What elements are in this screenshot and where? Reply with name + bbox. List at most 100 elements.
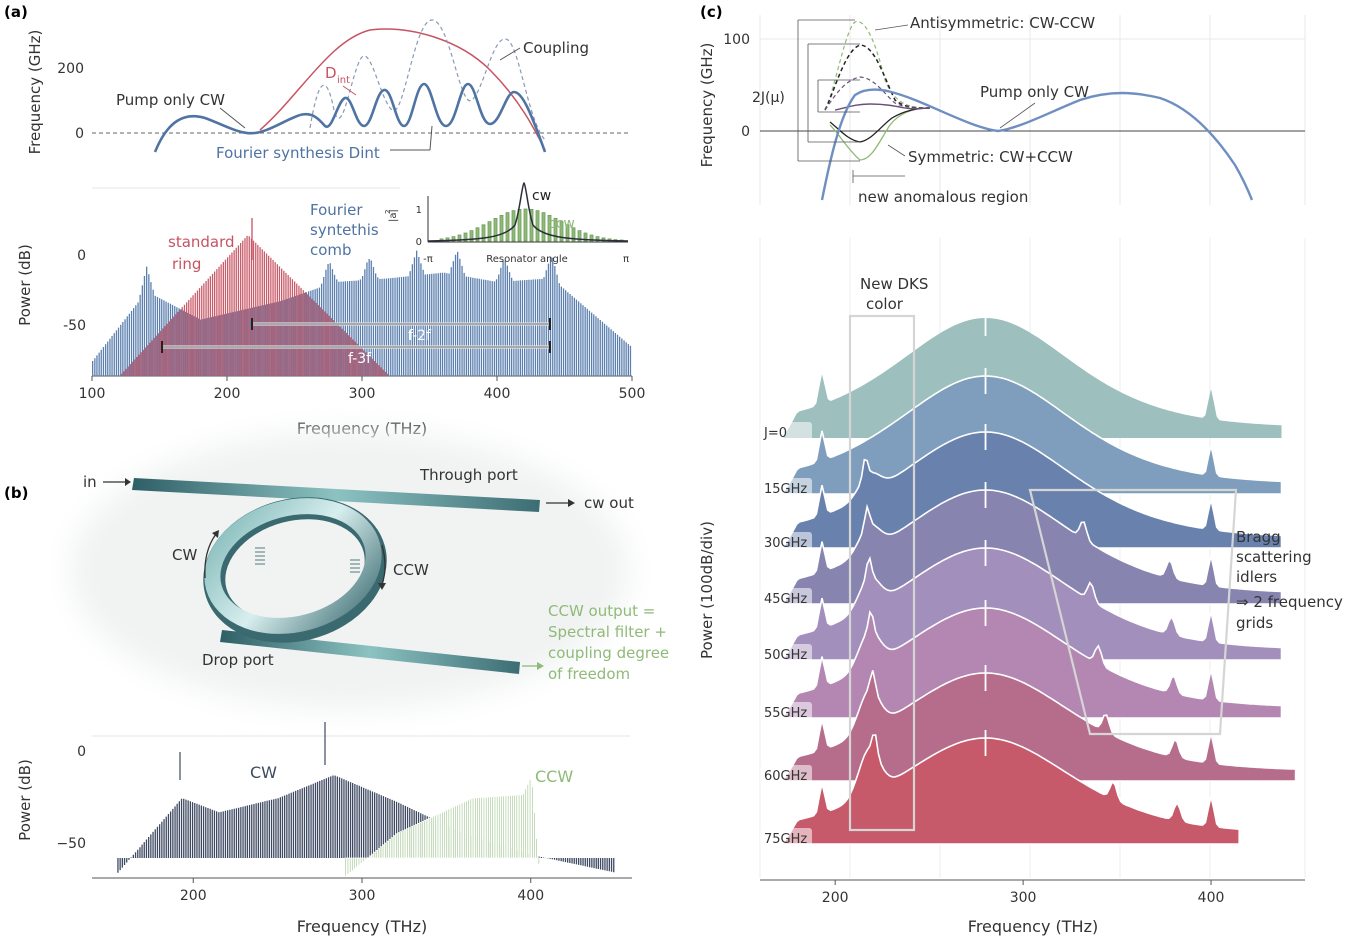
ring-grating-left <box>255 547 265 565</box>
c-xticks: 200 300 400 <box>822 880 1225 906</box>
f2f-bracket: f-2f <box>251 318 551 344</box>
cw-out-label: cw out <box>584 494 634 512</box>
standard-ring-label-1: standard <box>168 233 235 251</box>
waterfall-trace-60GHz <box>781 670 1297 782</box>
fourier-synthesis-label: Fourier synthesis Dint <box>216 144 380 162</box>
c-pump-leader <box>999 102 1036 129</box>
b-ticklabel-200: 200 <box>180 888 207 904</box>
device-background-glow <box>70 430 630 710</box>
bragg-label-5: grids <box>1236 614 1273 632</box>
antisym-curve-dark <box>824 44 931 111</box>
f2f-label: f-2f <box>408 328 432 344</box>
panel-c-bottom: Power (100dB/div) J=0 15GHz 30GHz 45GHz 50GH… <box>698 238 1343 936</box>
coupling-label: Coupling <box>523 39 589 57</box>
b-ccw-spectrum <box>344 779 540 877</box>
waterfall-tag-60GHz: 60GHz <box>764 769 807 784</box>
ccw-arrowhead-icon <box>378 583 386 590</box>
c-top-ytick-100: 100 <box>723 32 750 48</box>
c-ticklabel-300: 300 <box>1010 890 1037 906</box>
panel-c-label: (c) <box>700 3 723 21</box>
bragg-trapezoid <box>1028 488 1238 736</box>
c-ticklabel-400: 400 <box>1198 890 1225 906</box>
waterfall-tag-bg-55GHz <box>760 702 812 722</box>
f3f-bracket: f-3f <box>161 341 551 367</box>
waterfall-tag-bg-45GHz <box>760 588 812 608</box>
through-waveguide <box>132 478 540 512</box>
bragg-label-1: Bragg <box>1236 528 1281 546</box>
ring-grating-right <box>350 559 360 573</box>
waterfall-tag-15GHz: 15GHz <box>764 482 807 497</box>
ccw-output-line-3: coupling degree <box>548 644 669 662</box>
coupling-leader <box>499 47 521 61</box>
waterfall-tag-30GHz: 30GHz <box>764 536 807 551</box>
waterfall-tag-55GHz: 55GHz <box>764 706 807 721</box>
antisym-curve-purple <box>824 76 931 111</box>
waterfall-trace-J=0 <box>782 318 1282 438</box>
pump-only-cw-label: Pump only CW <box>116 91 225 109</box>
a-ticklabel-500: 500 <box>619 386 646 402</box>
c-xlabel: Frequency (THz) <box>968 917 1098 936</box>
twoj-label: 2J(μ) <box>752 90 785 106</box>
inset-ccw-label: ccw <box>548 216 575 232</box>
ccw-arrow-icon <box>381 544 386 586</box>
through-port-label: Through port <box>419 466 518 484</box>
ccw-output-arrowhead-icon <box>537 662 544 670</box>
b-ytick-50: −50 <box>56 836 86 852</box>
sym-leader <box>887 144 906 157</box>
c-top-grid <box>759 15 1306 205</box>
fourier-comb-spectrum <box>92 250 632 376</box>
dint-sub-label: int <box>337 75 350 86</box>
antisym-leader <box>874 24 909 31</box>
inset-ccw-curve <box>439 208 624 242</box>
bragg-label-2: scattering <box>1236 548 1312 566</box>
a-top-ylabel: Frequency (GHz) <box>26 30 44 155</box>
a-ticklabel-400: 400 <box>484 386 511 402</box>
new-dks-label-1: New DKS <box>860 275 928 293</box>
cwout-arrowhead-icon <box>568 499 575 507</box>
waterfall-tag-bg-J=0 <box>760 422 812 442</box>
ccw-output-line-1: CCW output = <box>548 602 655 620</box>
inset-cw-curve <box>427 181 629 242</box>
a-bottom-xticks: 100 200 300 400 500 <box>79 376 646 402</box>
inset-xtick-pi: π <box>623 254 629 265</box>
a-ticklabel-200: 200 <box>214 386 241 402</box>
a-bottom-ytick-50: -50 <box>63 318 86 334</box>
inset-ytick-0: 0 <box>416 237 422 248</box>
waterfall-tag-bg-75GHz <box>760 828 812 848</box>
cw-arrowhead-icon <box>212 530 219 538</box>
coupling-dashed-curve <box>309 19 546 141</box>
b-xticks: 200 300 400 <box>180 878 544 904</box>
sym-curve-purple <box>834 103 931 111</box>
ring-resonator <box>204 498 382 634</box>
dint-label: D <box>325 64 337 82</box>
in-arrowhead-icon <box>125 478 131 486</box>
inset-ylabel: |a| <box>388 209 399 222</box>
waterfall-tag-J=0: J=0 <box>763 426 787 441</box>
panel-b-label: (b) <box>4 484 28 502</box>
a-ticklabel-300: 300 <box>349 386 376 402</box>
pump-only-cw-main-curve <box>820 88 1254 201</box>
bragg-label-4: ⇒ 2 frequency <box>1236 593 1343 611</box>
a-inset: |a| 2 1 0 -π π Resonator angle cw ccw <box>384 180 636 265</box>
dint-leader <box>342 85 357 96</box>
inset-cw-label: cw <box>532 188 551 204</box>
b-cw-label: CW <box>250 763 277 782</box>
cw-arrow-icon <box>204 533 217 579</box>
pump-only-cw-curve <box>153 113 301 153</box>
in-label: in <box>83 473 97 491</box>
waterfall-trace-15GHz <box>781 375 1283 495</box>
antisym-curve-outer <box>824 21 931 111</box>
waterfall-tag-bg-60GHz <box>760 765 812 785</box>
bragg-label-3: idlers <box>1236 568 1277 586</box>
panel-b-chart: Power (dB) 0 −50 CW CCW 200 300 400 Freque… <box>16 722 632 936</box>
panel-c-top: Frequency (GHz) 100 0 2J(μ) Antisymmetri… <box>698 14 1306 206</box>
b-xlabel: Frequency (THz) <box>297 917 427 936</box>
sym-curve-dark <box>829 107 931 143</box>
panel-b-device: in Through port cw out CW CCW Drop port … <box>70 430 669 710</box>
pump-leader <box>219 107 246 129</box>
c-top-ytick-0: 0 <box>741 124 750 140</box>
inset-xtick-neg-pi: -π <box>423 254 433 265</box>
c-pump-only-cw-label: Pump only CW <box>980 83 1089 101</box>
fourier-comb-label-1: Fourier <box>310 201 363 219</box>
waterfall-tag-bg-50GHz <box>760 644 812 664</box>
